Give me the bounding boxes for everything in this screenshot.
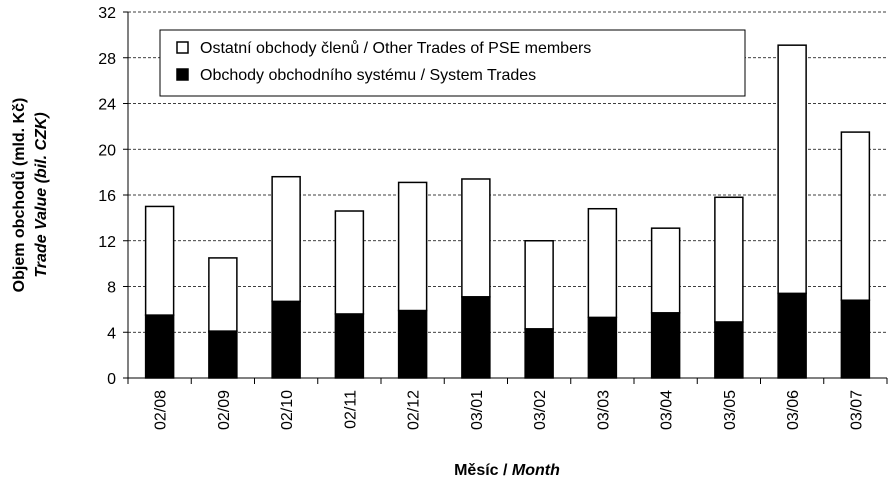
bar-segment xyxy=(587,207,618,319)
bar-segment xyxy=(397,309,428,379)
bar-segment xyxy=(461,296,491,379)
bar-segment xyxy=(144,205,175,316)
y-tick-label: 28 xyxy=(98,51,116,68)
bar-segment xyxy=(587,316,618,379)
legend-swatch xyxy=(176,68,189,81)
y-axis-label-2: Trade Value (bil. CZK) xyxy=(33,112,50,277)
bar-segment xyxy=(650,227,681,314)
x-axis-label-2: Month xyxy=(512,462,560,479)
x-tick-label: 03/06 xyxy=(785,390,802,430)
bar-segment xyxy=(777,292,807,379)
bar-segment xyxy=(271,175,301,303)
bar-segment xyxy=(840,299,871,379)
x-axis-label: Měsíc / Month xyxy=(454,462,560,479)
bar-segment xyxy=(334,210,365,315)
x-tick-label: 02/08 xyxy=(153,390,170,430)
legend-label: Obchody obchodního systému / System Trad… xyxy=(200,67,536,84)
bar-segment xyxy=(144,314,175,379)
y-tick-label: 8 xyxy=(107,280,116,297)
y-tick-label: 12 xyxy=(98,234,116,251)
legend-swatch xyxy=(176,41,189,54)
bar-segment xyxy=(714,196,744,323)
y-tick-label: 20 xyxy=(98,142,116,159)
bar-segment xyxy=(397,181,428,312)
bar-segment xyxy=(334,313,365,379)
x-tick-label: 03/04 xyxy=(659,390,676,430)
bar-segment xyxy=(650,312,681,379)
x-tick-label: 02/12 xyxy=(406,390,423,430)
legend-box xyxy=(159,29,746,97)
bar-segment xyxy=(714,321,744,379)
bar-segment xyxy=(524,240,554,330)
x-tick-label: 03/05 xyxy=(722,390,739,430)
bar-segment xyxy=(524,328,554,379)
x-tick-label: 03/01 xyxy=(469,390,486,430)
y-tick-label: 24 xyxy=(98,97,116,114)
y-axis-label: Objem obchodů (mld. Kč) xyxy=(11,98,28,293)
x-tick-label: 02/11 xyxy=(342,390,359,429)
bar-segment xyxy=(461,178,491,298)
x-axis-label-1: Měsíc / xyxy=(454,462,508,479)
bar-segment xyxy=(777,44,807,295)
y-tick-label: 4 xyxy=(107,325,116,342)
bar-segment xyxy=(208,257,238,332)
y-tick-label: 16 xyxy=(98,188,116,205)
bar-segment xyxy=(208,330,238,379)
legend-label: Ostatní obchody členů / Other Trades of … xyxy=(200,39,591,57)
y-tick-label: 32 xyxy=(98,5,116,22)
y-tick-label: 0 xyxy=(107,371,116,388)
bar-segment xyxy=(840,131,871,301)
x-tick-label: 02/09 xyxy=(216,390,233,430)
x-tick-label: 03/02 xyxy=(532,390,549,430)
x-tick-label: 03/03 xyxy=(595,390,612,430)
bar-segment xyxy=(271,300,301,379)
x-tick-label: 03/07 xyxy=(848,390,865,430)
x-tick-label: 02/10 xyxy=(279,390,296,430)
